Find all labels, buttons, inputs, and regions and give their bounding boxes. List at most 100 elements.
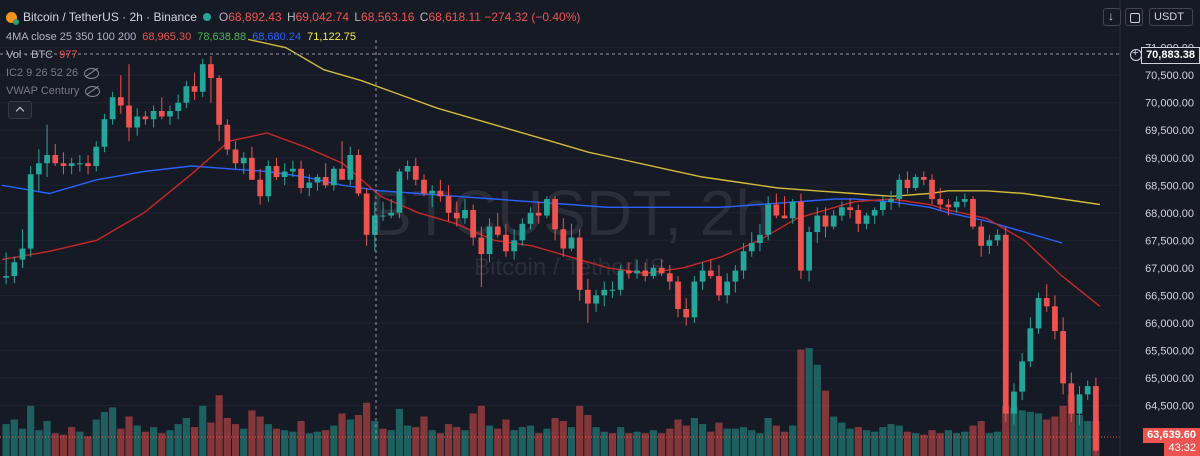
candle-body bbox=[371, 215, 378, 235]
candle-body bbox=[1084, 386, 1091, 395]
volume-bar bbox=[543, 428, 551, 456]
candle-body bbox=[355, 155, 362, 194]
candle-body bbox=[273, 166, 280, 178]
candle-body bbox=[879, 201, 886, 211]
volume-bar bbox=[666, 428, 674, 456]
price-axis-background bbox=[1120, 0, 1200, 456]
volume-bar bbox=[428, 430, 436, 456]
volume-bar bbox=[166, 430, 174, 456]
volume-bar bbox=[1084, 421, 1092, 456]
candle-body bbox=[1068, 383, 1075, 414]
volume-bar bbox=[1010, 407, 1018, 456]
candle-body bbox=[240, 157, 247, 164]
volume-bar bbox=[289, 431, 297, 456]
volume-bar bbox=[346, 419, 354, 456]
candle-body bbox=[1060, 331, 1066, 384]
volume-bar bbox=[879, 427, 887, 456]
download-icon[interactable] bbox=[1103, 8, 1121, 26]
candle-body bbox=[363, 193, 370, 235]
candle-body bbox=[339, 168, 345, 180]
candle-body bbox=[60, 163, 67, 167]
volume-bar bbox=[1067, 395, 1075, 456]
candle-body bbox=[1052, 306, 1058, 332]
close-value: 68,618.11 bbox=[428, 10, 481, 24]
ma-legend[interactable]: 4MA close 25 350 100 200 68,965.30 78,63… bbox=[6, 30, 356, 44]
candle-body bbox=[544, 199, 550, 216]
volume-bar bbox=[338, 413, 346, 456]
candle-body bbox=[757, 234, 763, 244]
hidden-eye-icon[interactable] bbox=[85, 85, 101, 97]
candle-body bbox=[781, 215, 788, 219]
volume-bar bbox=[51, 433, 59, 456]
volume-bar bbox=[985, 433, 993, 456]
volume-bar bbox=[559, 421, 567, 456]
candle-body bbox=[265, 166, 272, 197]
volume-bar bbox=[2, 424, 10, 456]
candle-body bbox=[748, 243, 755, 252]
candle-body bbox=[404, 166, 411, 172]
price-tick-label: 66,000.00 bbox=[1145, 318, 1194, 330]
candle-body bbox=[716, 276, 722, 296]
candle-body bbox=[445, 196, 452, 213]
candle-body bbox=[85, 163, 91, 167]
volume-bar bbox=[494, 428, 502, 456]
volume-bar bbox=[576, 405, 584, 456]
volume-bar bbox=[862, 430, 871, 456]
volume-bar bbox=[584, 414, 592, 456]
volume-bar bbox=[35, 430, 43, 456]
candle-body bbox=[519, 223, 526, 241]
volume-bar bbox=[363, 402, 371, 456]
ma100-line bbox=[1, 165, 1063, 244]
volume-bar bbox=[305, 433, 313, 456]
volume-bar bbox=[961, 431, 969, 456]
price-tick-label: 69,500.00 bbox=[1145, 125, 1194, 137]
hidden-eye-icon[interactable] bbox=[84, 67, 100, 79]
candle-body bbox=[863, 215, 870, 224]
ichimoku-legend[interactable]: IC2 9 26 52 26 bbox=[6, 66, 100, 80]
moving-averages bbox=[1, 38, 1101, 307]
candle-body bbox=[281, 171, 288, 178]
volume-bar bbox=[1051, 416, 1059, 456]
volume-bar bbox=[223, 418, 231, 456]
candle-body bbox=[691, 281, 698, 318]
volume-bar bbox=[912, 433, 920, 456]
volume-bar bbox=[322, 430, 330, 456]
bitcoin-icon bbox=[6, 11, 19, 25]
collapse-legend-button[interactable] bbox=[8, 101, 32, 119]
candle-body bbox=[789, 201, 796, 219]
candle-body bbox=[462, 210, 468, 219]
price-tick-label: 66,500.00 bbox=[1145, 290, 1194, 302]
volume-bar bbox=[125, 416, 133, 456]
volume-bar bbox=[535, 433, 543, 456]
candle-body bbox=[1027, 328, 1034, 362]
volume-bar bbox=[281, 430, 289, 456]
candle-body bbox=[486, 226, 493, 255]
ma25-value: 68,965.30 bbox=[142, 31, 192, 43]
refresh-icon[interactable] bbox=[1125, 8, 1143, 26]
open-value: 68,892.43 bbox=[228, 10, 282, 24]
candle-body bbox=[634, 270, 640, 274]
candle-body bbox=[150, 110, 157, 120]
price-axis[interactable]: 71,000.0070,500.0070,000.0069,500.0069,0… bbox=[1119, 0, 1200, 456]
candle-body bbox=[650, 267, 657, 277]
vwap-legend[interactable]: VWAP Century bbox=[6, 84, 101, 98]
symbol-title[interactable]: Bitcoin / TetherUS · 2h · Binance bbox=[23, 10, 197, 24]
candle-body bbox=[257, 179, 263, 197]
volume-bar bbox=[698, 424, 707, 456]
volume-bar bbox=[1026, 411, 1034, 456]
volume-bar bbox=[469, 413, 477, 456]
candle-body bbox=[576, 237, 583, 290]
volume-bar bbox=[567, 427, 576, 456]
candle-body bbox=[617, 270, 624, 290]
volume-bar bbox=[936, 433, 944, 456]
candle-body bbox=[560, 229, 567, 249]
volume-bar bbox=[502, 419, 510, 456]
volume-bar bbox=[444, 424, 453, 456]
last-price-tag: 63,639.60 bbox=[1143, 428, 1200, 443]
volume-legend[interactable]: Vol · BTC 977 bbox=[6, 48, 77, 62]
candle-body bbox=[625, 270, 632, 274]
volume-bar bbox=[141, 431, 149, 456]
price-tick-label: 68,500.00 bbox=[1145, 180, 1194, 192]
currency-select[interactable]: USDT bbox=[1149, 8, 1193, 26]
